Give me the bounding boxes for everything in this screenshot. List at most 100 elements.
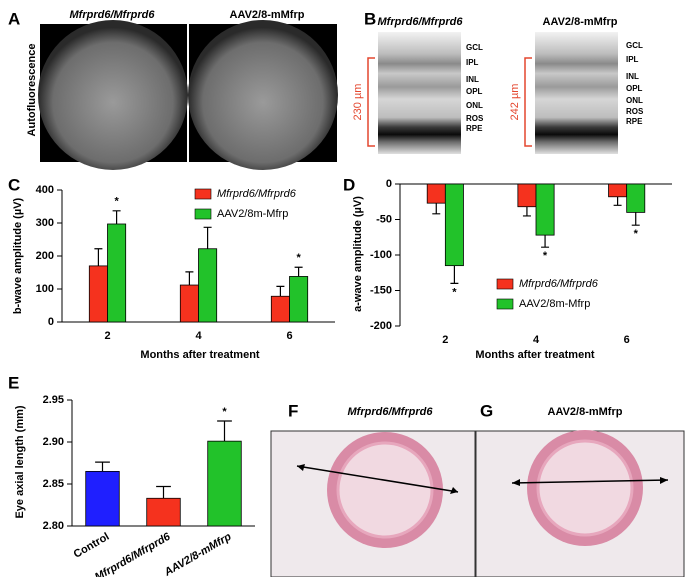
bar — [85, 470, 120, 527]
layer-label: OPL — [626, 84, 643, 93]
legend-swatch — [496, 278, 514, 290]
panel-letter: D — [343, 175, 355, 194]
y-tick-label: 400 — [36, 184, 54, 196]
layer-label: RPE — [626, 117, 643, 126]
y-tick-label: 2.90 — [43, 436, 64, 448]
error-bar — [522, 206, 531, 217]
layer-label: RPE — [466, 124, 483, 133]
y-tick-label: 2.85 — [43, 478, 64, 490]
layer-label: OPL — [466, 87, 483, 96]
x-tick-label: 2 — [104, 330, 110, 342]
panel-letter: A — [8, 9, 20, 28]
error-bar — [156, 485, 171, 499]
bar — [179, 284, 199, 323]
error-bar — [613, 196, 622, 206]
legend-swatch — [194, 188, 212, 200]
layer-label: IPL — [466, 58, 479, 67]
bar — [626, 183, 646, 213]
y-tick-label: 300 — [36, 217, 54, 229]
measure-bracket — [524, 57, 532, 147]
error-bar — [95, 461, 110, 472]
bar — [107, 223, 127, 323]
layer-label: ROS — [466, 114, 484, 123]
error-bar — [450, 265, 459, 284]
error-bar — [112, 210, 121, 224]
y-tick-label: 100 — [36, 283, 54, 295]
layer-labels: GCL IPL INL OPL ONL ROS RPE GCL IPL INL … — [466, 41, 644, 133]
legend-label: Mfrprd6/Mfrprd6 — [217, 188, 297, 200]
y-tick-label: -50 — [376, 213, 392, 225]
y-axis-label: a-wave amplitude (µV) — [352, 196, 364, 312]
image-title: AAV2/8-mMfrp — [230, 9, 305, 21]
layer-label: ONL — [466, 101, 483, 110]
layer-label: ONL — [626, 96, 643, 105]
x-tick-label: 6 — [624, 334, 630, 346]
measurement: 242 µm — [509, 84, 521, 121]
layer-label: ROS — [626, 107, 644, 116]
y-tick-label: 200 — [36, 250, 54, 262]
image-title: Mfrprd6/Mfrprd6 — [378, 16, 464, 28]
legend-label: Mfrprd6/Mfrprd6 — [519, 278, 599, 290]
x-tick-label: 6 — [286, 330, 292, 342]
legend-label: AAV2/8m-Mfrp — [519, 298, 590, 310]
x-axis-label: Months after treatment — [140, 349, 260, 361]
panel-letter: C — [8, 175, 20, 194]
panel-letter: G — [480, 401, 493, 420]
layer-label: INL — [466, 75, 479, 84]
error-bar — [631, 212, 640, 226]
significance-mark: * — [114, 196, 119, 208]
oct-image — [535, 32, 618, 154]
x-tick-label: AAV2/8-mMfrp — [162, 531, 234, 577]
legend-swatch — [194, 208, 212, 220]
bar — [289, 276, 309, 323]
error-bar — [541, 235, 550, 248]
significance-mark: * — [296, 252, 301, 264]
bar — [444, 183, 464, 267]
panel-letter: F — [288, 401, 298, 420]
bar — [608, 183, 628, 198]
measure-bracket — [367, 57, 375, 147]
bar — [146, 497, 181, 527]
measurement: 230 µm — [352, 84, 364, 121]
panel-letter: E — [8, 373, 19, 392]
y-tick-label: -200 — [370, 320, 392, 332]
layer-label: GCL — [626, 41, 643, 50]
bar — [207, 440, 242, 527]
oct-image — [378, 32, 461, 154]
x-tick-label: Control — [72, 531, 112, 561]
y-tick-label: -100 — [370, 249, 392, 261]
panel-letter: B — [364, 9, 376, 28]
y-tick-label: 2.95 — [43, 394, 64, 406]
bar — [426, 183, 446, 204]
bar — [198, 248, 218, 323]
significance-mark: * — [222, 406, 227, 418]
histology-image — [270, 430, 476, 577]
y-tick-label: -150 — [370, 284, 392, 296]
layer-label: IPL — [626, 55, 639, 64]
significance-mark: * — [543, 250, 548, 262]
bar — [535, 183, 555, 236]
side-label: Autofluorescence — [26, 44, 38, 137]
layer-label: INL — [626, 72, 639, 81]
x-axis-label: Months after treatment — [475, 349, 595, 361]
histology-image — [475, 430, 685, 577]
error-bar — [432, 203, 441, 215]
x-tick-label: 2 — [442, 334, 448, 346]
image-title: AAV2/8-mMfrp — [548, 406, 623, 418]
image-title: AAV2/8-mMfrp — [543, 16, 618, 28]
x-tick-label: 4 — [533, 334, 540, 346]
layer-label: GCL — [466, 43, 483, 52]
y-axis-label: Eye axial length (mm) — [14, 405, 26, 518]
fundus-image — [38, 20, 188, 170]
error-bar — [94, 248, 103, 266]
error-bar — [203, 226, 212, 249]
image-title: Mfrprd6/Mfrprd6 — [348, 406, 434, 418]
legend-swatch — [496, 298, 514, 310]
bar — [88, 265, 108, 323]
error-bar — [217, 420, 232, 442]
significance-mark: * — [634, 228, 639, 240]
error-bar — [185, 271, 194, 286]
y-tick-label: 0 — [48, 316, 54, 328]
bar — [517, 183, 537, 208]
